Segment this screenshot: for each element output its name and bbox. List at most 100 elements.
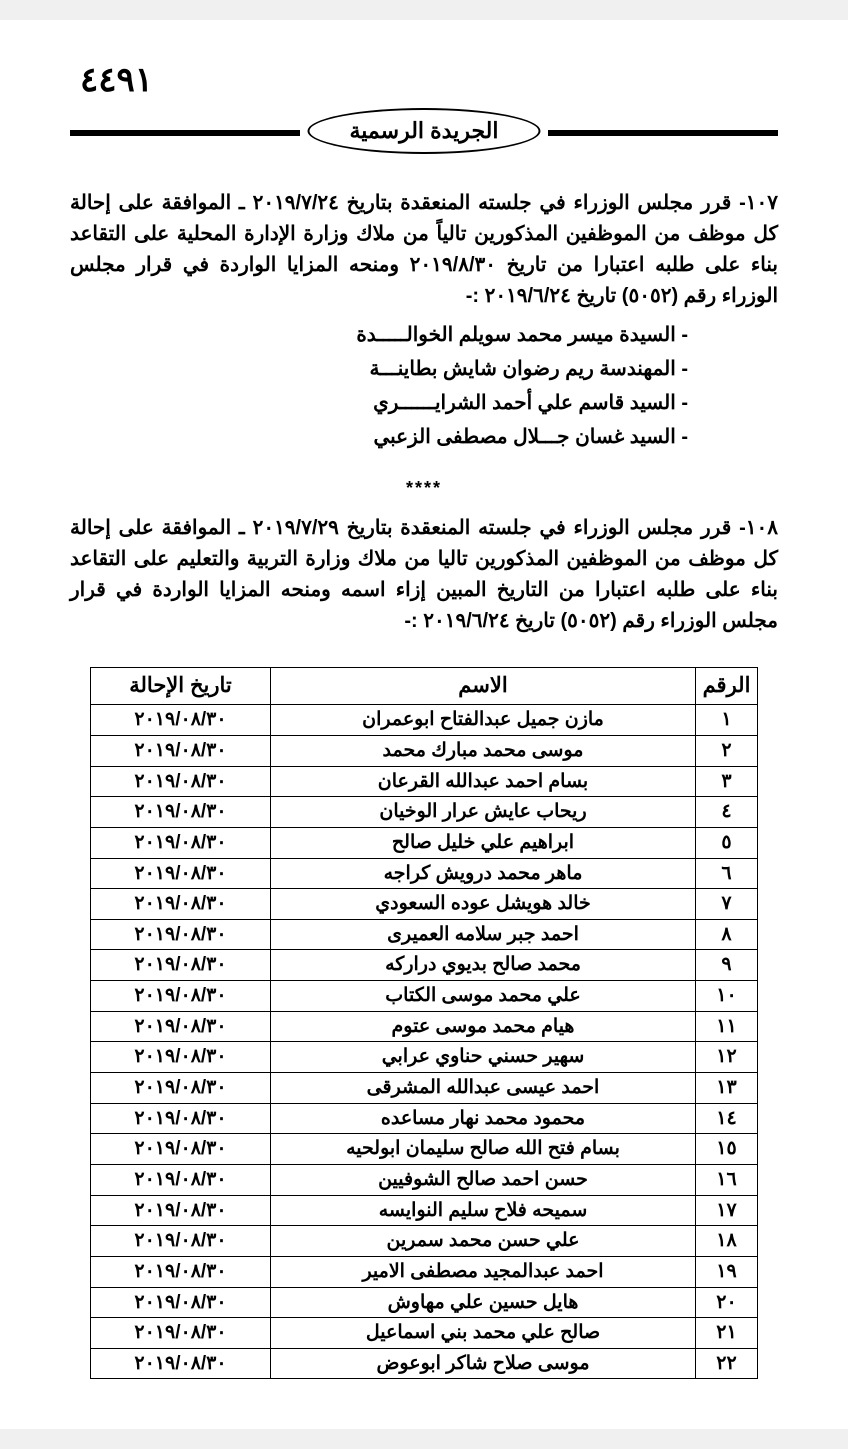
list-item: السيد غسان جـــلال مصطفى الزعبي [70,420,688,454]
cell-date: ٢٠١٩/٠٨/٣٠ [91,1164,271,1195]
cell-date: ٢٠١٩/٠٨/٣٠ [91,1318,271,1349]
cell-date: ٢٠١٩/٠٨/٣٠ [91,1042,271,1073]
table-row: ١٠علي محمد موسى الكتاب٢٠١٩/٠٨/٣٠ [91,981,758,1012]
decision-108-number: ١٠٨- [739,517,778,539]
header-divider: الجريدة الرسمية [70,108,778,158]
separator-stars: **** [70,478,778,499]
cell-num: ١٢ [696,1042,758,1073]
cell-name: صالح علي محمد بني اسماعيل [271,1318,696,1349]
table-row: ٩محمد صالح بديوي دراركه٢٠١٩/٠٨/٣٠ [91,950,758,981]
table-row: ٢٢موسى صلاح شاكر ابوعوض٢٠١٩/٠٨/٣٠ [91,1348,758,1379]
cell-name: موسى محمد مبارك محمد [271,735,696,766]
col-header-date: تاريخ الإحالة [91,668,271,705]
table-row: ١١هيام محمد موسى عتوم٢٠١٩/٠٨/٣٠ [91,1011,758,1042]
cell-num: ١ [696,705,758,736]
decision-107-names: السيدة ميسر محمد سويلم الخوالـــــدة الم… [70,318,778,454]
cell-name: احمد جبر سلامه العميرى [271,919,696,950]
list-item: السيدة ميسر محمد سويلم الخوالـــــدة [70,318,688,352]
cell-num: ١٠ [696,981,758,1012]
decision-107: ١٠٧- قرر مجلس الوزراء في جلسته المنعقدة … [70,188,778,454]
table-row: ١مازن جميل عبدالفتاح ابوعمران٢٠١٩/٠٨/٣٠ [91,705,758,736]
cell-num: ١٥ [696,1134,758,1165]
table-row: ٣بسام احمد عبدالله القرعان٢٠١٩/٠٨/٣٠ [91,766,758,797]
list-item: المهندسة ريم رضوان شايش بطاينـــة [70,352,688,386]
cell-num: ٥ [696,827,758,858]
table-row: ٥ابراهيم علي خليل صالح٢٠١٩/٠٨/٣٠ [91,827,758,858]
decision-108: ١٠٨- قرر مجلس الوزراء في جلسته المنعقدة … [70,513,778,637]
cell-date: ٢٠١٩/٠٨/٣٠ [91,1134,271,1165]
table-row: ١٨علي حسن محمد سمرين٢٠١٩/٠٨/٣٠ [91,1226,758,1257]
cell-name: احمد عبدالمجيد مصطفى الامير [271,1256,696,1287]
divider-line-right [548,130,778,136]
table-row: ٢موسى محمد مبارك محمد٢٠١٩/٠٨/٣٠ [91,735,758,766]
decision-108-text: ١٠٨- قرر مجلس الوزراء في جلسته المنعقدة … [70,513,778,637]
table-row: ١٣احمد عيسى عبدالله المشرقى٢٠١٩/٠٨/٣٠ [91,1073,758,1104]
cell-num: ٣ [696,766,758,797]
cell-name: هيام محمد موسى عتوم [271,1011,696,1042]
cell-num: ٤ [696,797,758,828]
cell-num: ٦ [696,858,758,889]
cell-date: ٢٠١٩/٠٨/٣٠ [91,1287,271,1318]
cell-date: ٢٠١٩/٠٨/٣٠ [91,1348,271,1379]
cell-date: ٢٠١٩/٠٨/٣٠ [91,1256,271,1287]
cell-date: ٢٠١٩/٠٨/٣٠ [91,1011,271,1042]
gazette-badge: الجريدة الرسمية [307,108,540,154]
page-number: ٤٤٩١ [70,60,778,100]
cell-date: ٢٠١٩/٠٨/٣٠ [91,827,271,858]
table-row: ٢١صالح علي محمد بني اسماعيل٢٠١٩/٠٨/٣٠ [91,1318,758,1349]
table-body: ١مازن جميل عبدالفتاح ابوعمران٢٠١٩/٠٨/٣٠٢… [91,705,758,1379]
table-row: ٧خالد هويشل عوده السعودي٢٠١٩/٠٨/٣٠ [91,889,758,920]
cell-num: ٢٢ [696,1348,758,1379]
cell-name: سهير حسني حناوي عرابي [271,1042,696,1073]
cell-num: ٨ [696,919,758,950]
cell-date: ٢٠١٩/٠٨/٣٠ [91,797,271,828]
table-row: ٨احمد جبر سلامه العميرى٢٠١٩/٠٨/٣٠ [91,919,758,950]
cell-name: مازن جميل عبدالفتاح ابوعمران [271,705,696,736]
table-row: ١٤محمود محمد نهار مساعده٢٠١٩/٠٨/٣٠ [91,1103,758,1134]
cell-num: ٢١ [696,1318,758,1349]
cell-name: محمود محمد نهار مساعده [271,1103,696,1134]
cell-date: ٢٠١٩/٠٨/٣٠ [91,889,271,920]
table-row: ٦ماهر محمد درويش كراجه٢٠١٩/٠٨/٣٠ [91,858,758,889]
decision-107-text: ١٠٧- قرر مجلس الوزراء في جلسته المنعقدة … [70,188,778,312]
cell-num: ١٤ [696,1103,758,1134]
cell-num: ١١ [696,1011,758,1042]
cell-name: بسام احمد عبدالله القرعان [271,766,696,797]
cell-num: ١٦ [696,1164,758,1195]
cell-date: ٢٠١٩/٠٨/٣٠ [91,1073,271,1104]
cell-date: ٢٠١٩/٠٨/٣٠ [91,705,271,736]
decision-108-body: قرر مجلس الوزراء في جلسته المنعقدة بتاري… [70,517,778,632]
cell-num: ١٩ [696,1256,758,1287]
table-row: ٤ريحاب عايش عرار الوخيان٢٠١٩/٠٨/٣٠ [91,797,758,828]
cell-name: ماهر محمد درويش كراجه [271,858,696,889]
decision-107-body: قرر مجلس الوزراء في جلسته المنعقدة بتاري… [70,192,778,307]
cell-num: ١٣ [696,1073,758,1104]
cell-name: موسى صلاح شاكر ابوعوض [271,1348,696,1379]
table-row: ٢٠هايل حسين علي مهاوش٢٠١٩/٠٨/٣٠ [91,1287,758,1318]
cell-date: ٢٠١٩/٠٨/٣٠ [91,919,271,950]
cell-name: حسن احمد صالح الشوفيين [271,1164,696,1195]
cell-num: ١٨ [696,1226,758,1257]
document-page: ٤٤٩١ الجريدة الرسمية ١٠٧- قرر مجلس الوزر… [0,20,848,1429]
cell-name: هايل حسين علي مهاوش [271,1287,696,1318]
cell-date: ٢٠١٩/٠٨/٣٠ [91,766,271,797]
col-header-num: الرقم [696,668,758,705]
decision-107-number: ١٠٧- [739,192,778,214]
cell-date: ٢٠١٩/٠٨/٣٠ [91,981,271,1012]
cell-date: ٢٠١٩/٠٨/٣٠ [91,1226,271,1257]
cell-name: علي محمد موسى الكتاب [271,981,696,1012]
cell-name: احمد عيسى عبدالله المشرقى [271,1073,696,1104]
table-header-row: الرقم الاسم تاريخ الإحالة [91,668,758,705]
table-row: ١٩احمد عبدالمجيد مصطفى الامير٢٠١٩/٠٨/٣٠ [91,1256,758,1287]
cell-num: ٧ [696,889,758,920]
cell-date: ٢٠١٩/٠٨/٣٠ [91,1103,271,1134]
cell-num: ٩ [696,950,758,981]
cell-num: ٢٠ [696,1287,758,1318]
cell-name: ريحاب عايش عرار الوخيان [271,797,696,828]
cell-date: ٢٠١٩/٠٨/٣٠ [91,735,271,766]
cell-name: بسام فتح الله صالح سليمان ابولحيه [271,1134,696,1165]
table-row: ١٦حسن احمد صالح الشوفيين٢٠١٩/٠٨/٣٠ [91,1164,758,1195]
cell-name: خالد هويشل عوده السعودي [271,889,696,920]
col-header-name: الاسم [271,668,696,705]
cell-name: ابراهيم علي خليل صالح [271,827,696,858]
